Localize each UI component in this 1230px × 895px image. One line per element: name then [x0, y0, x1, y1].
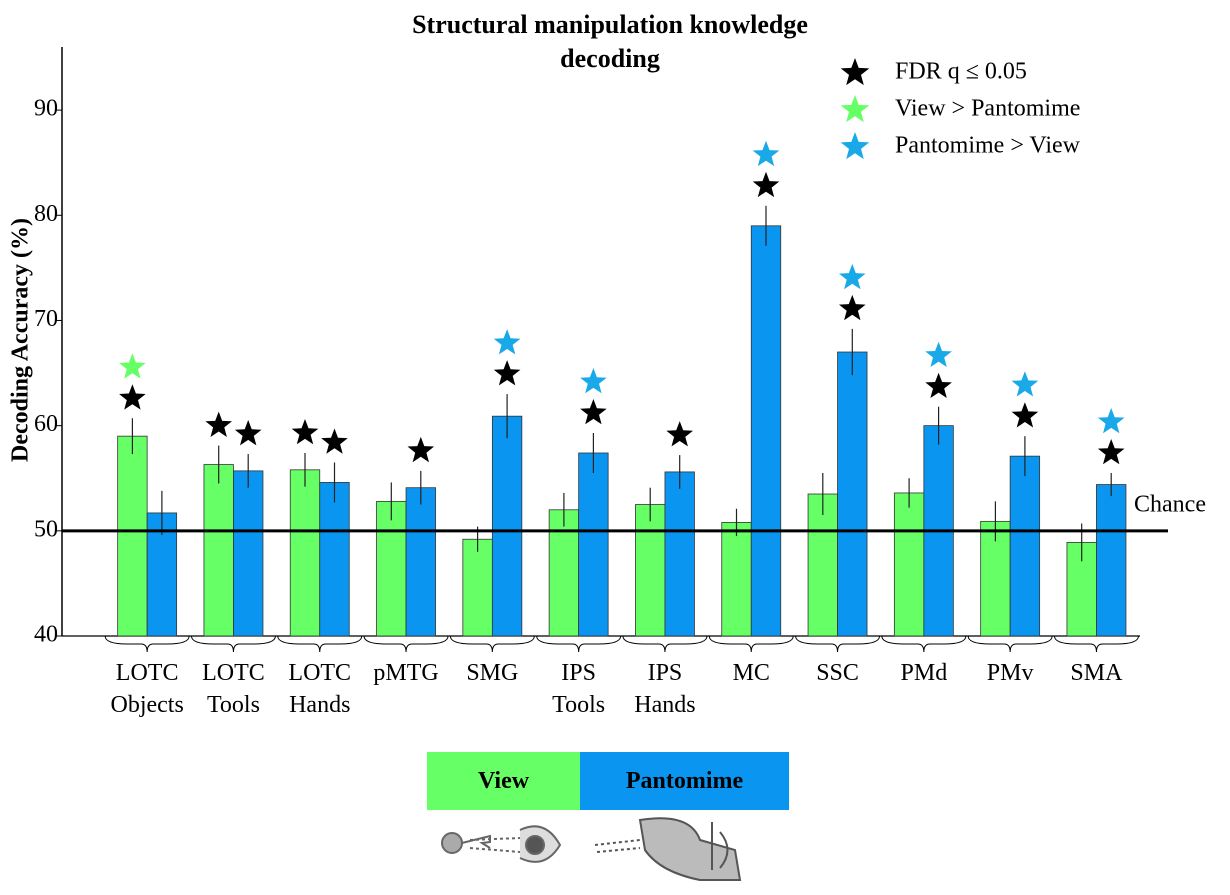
- x-tick-label: PMv: [968, 657, 1052, 689]
- x-tick-label: PMd: [882, 657, 966, 689]
- x-tick-label: SMG: [450, 657, 534, 689]
- bar: [320, 482, 350, 636]
- significance-star: [321, 429, 348, 454]
- legend-star: [841, 95, 870, 122]
- significance-star: [408, 437, 435, 462]
- significance-star: [494, 360, 521, 385]
- pantomime-icon: [595, 818, 740, 880]
- significance-star: [753, 172, 780, 197]
- significance-star: [580, 399, 607, 424]
- bar: [579, 453, 609, 636]
- group-brace: [882, 636, 966, 652]
- x-tick-label: LOTC Hands: [278, 657, 362, 721]
- bar: [492, 416, 521, 636]
- significance-star: [235, 420, 262, 445]
- bar: [290, 470, 320, 636]
- legend-box: Pantomime: [580, 752, 789, 810]
- significance-star: [580, 368, 607, 393]
- group-brace: [796, 636, 880, 652]
- group-brace: [623, 636, 707, 652]
- significance-star: [925, 373, 952, 398]
- x-tick-label: SSC: [796, 657, 880, 689]
- significance-star: [1012, 402, 1039, 427]
- significance-star: [119, 353, 146, 378]
- group-brace: [105, 636, 189, 652]
- x-tick-label: LOTC Objects: [105, 657, 189, 721]
- y-tick-label: 60: [34, 411, 58, 437]
- bar: [838, 352, 868, 636]
- group-brace: [191, 636, 275, 652]
- bar: [377, 501, 407, 636]
- significance-star: [1098, 439, 1125, 464]
- bar: [665, 472, 695, 636]
- bar: [233, 471, 263, 636]
- x-tick-label: LOTC Tools: [191, 657, 275, 721]
- legend-label: View > Pantomime: [895, 96, 1080, 122]
- significance-star: [494, 329, 521, 354]
- page: Decoding Accuracy (%) 40 50 60 70 80 90 Chance…: [0, 0, 1230, 895]
- group-brace: [968, 636, 1052, 652]
- y-tick-label: 70: [34, 306, 58, 332]
- group-brace: [450, 636, 534, 652]
- view-icon: [442, 826, 560, 862]
- bar: [463, 539, 493, 636]
- legend-label: FDR q ≤ 0.05: [895, 59, 1027, 85]
- bar: [635, 505, 665, 636]
- y-tick-label: 40: [34, 622, 58, 648]
- significance-star: [205, 412, 232, 437]
- bar: [751, 226, 781, 636]
- y-tick-label: 50: [34, 516, 58, 542]
- bar: [549, 510, 579, 636]
- x-tick-label: IPS Tools: [537, 657, 621, 721]
- group-brace: [1054, 636, 1138, 652]
- group-brace: [278, 636, 362, 652]
- significance-star: [839, 295, 866, 320]
- group-brace: [709, 636, 793, 652]
- chart-title: Structural manipulation knowledge decodi…: [360, 8, 860, 76]
- y-tick-label: 90: [34, 96, 58, 122]
- bar: [1010, 456, 1040, 636]
- significance-star: [753, 141, 780, 166]
- x-tick-label: pMTG: [364, 657, 448, 689]
- significance-star: [1012, 371, 1039, 396]
- significance-star: [292, 419, 319, 444]
- significance-star: [119, 384, 146, 409]
- group-brace: [537, 636, 621, 652]
- bar: [406, 488, 436, 636]
- bar: [808, 494, 838, 636]
- x-tick-label: SMA: [1054, 657, 1138, 689]
- significance-star: [839, 264, 866, 289]
- bar: [722, 522, 752, 636]
- x-tick-label: MC: [709, 657, 793, 689]
- legend-box: View: [427, 752, 580, 810]
- significance-star: [925, 342, 952, 367]
- legend-label: Pantomime > View: [895, 133, 1081, 159]
- significance-star: [666, 421, 693, 446]
- bar: [118, 436, 147, 636]
- y-axis-label: Decoding Accuracy (%): [8, 218, 34, 462]
- significance-star: [1098, 408, 1125, 433]
- bar: [204, 465, 234, 636]
- y-tick-label: 80: [34, 201, 58, 227]
- group-brace: [364, 636, 448, 652]
- legend-star: [841, 132, 870, 159]
- x-tick-label: IPS Hands: [623, 657, 707, 721]
- bar: [894, 493, 924, 636]
- chance-label: Chance: [1134, 491, 1206, 517]
- bar: [1096, 485, 1126, 636]
